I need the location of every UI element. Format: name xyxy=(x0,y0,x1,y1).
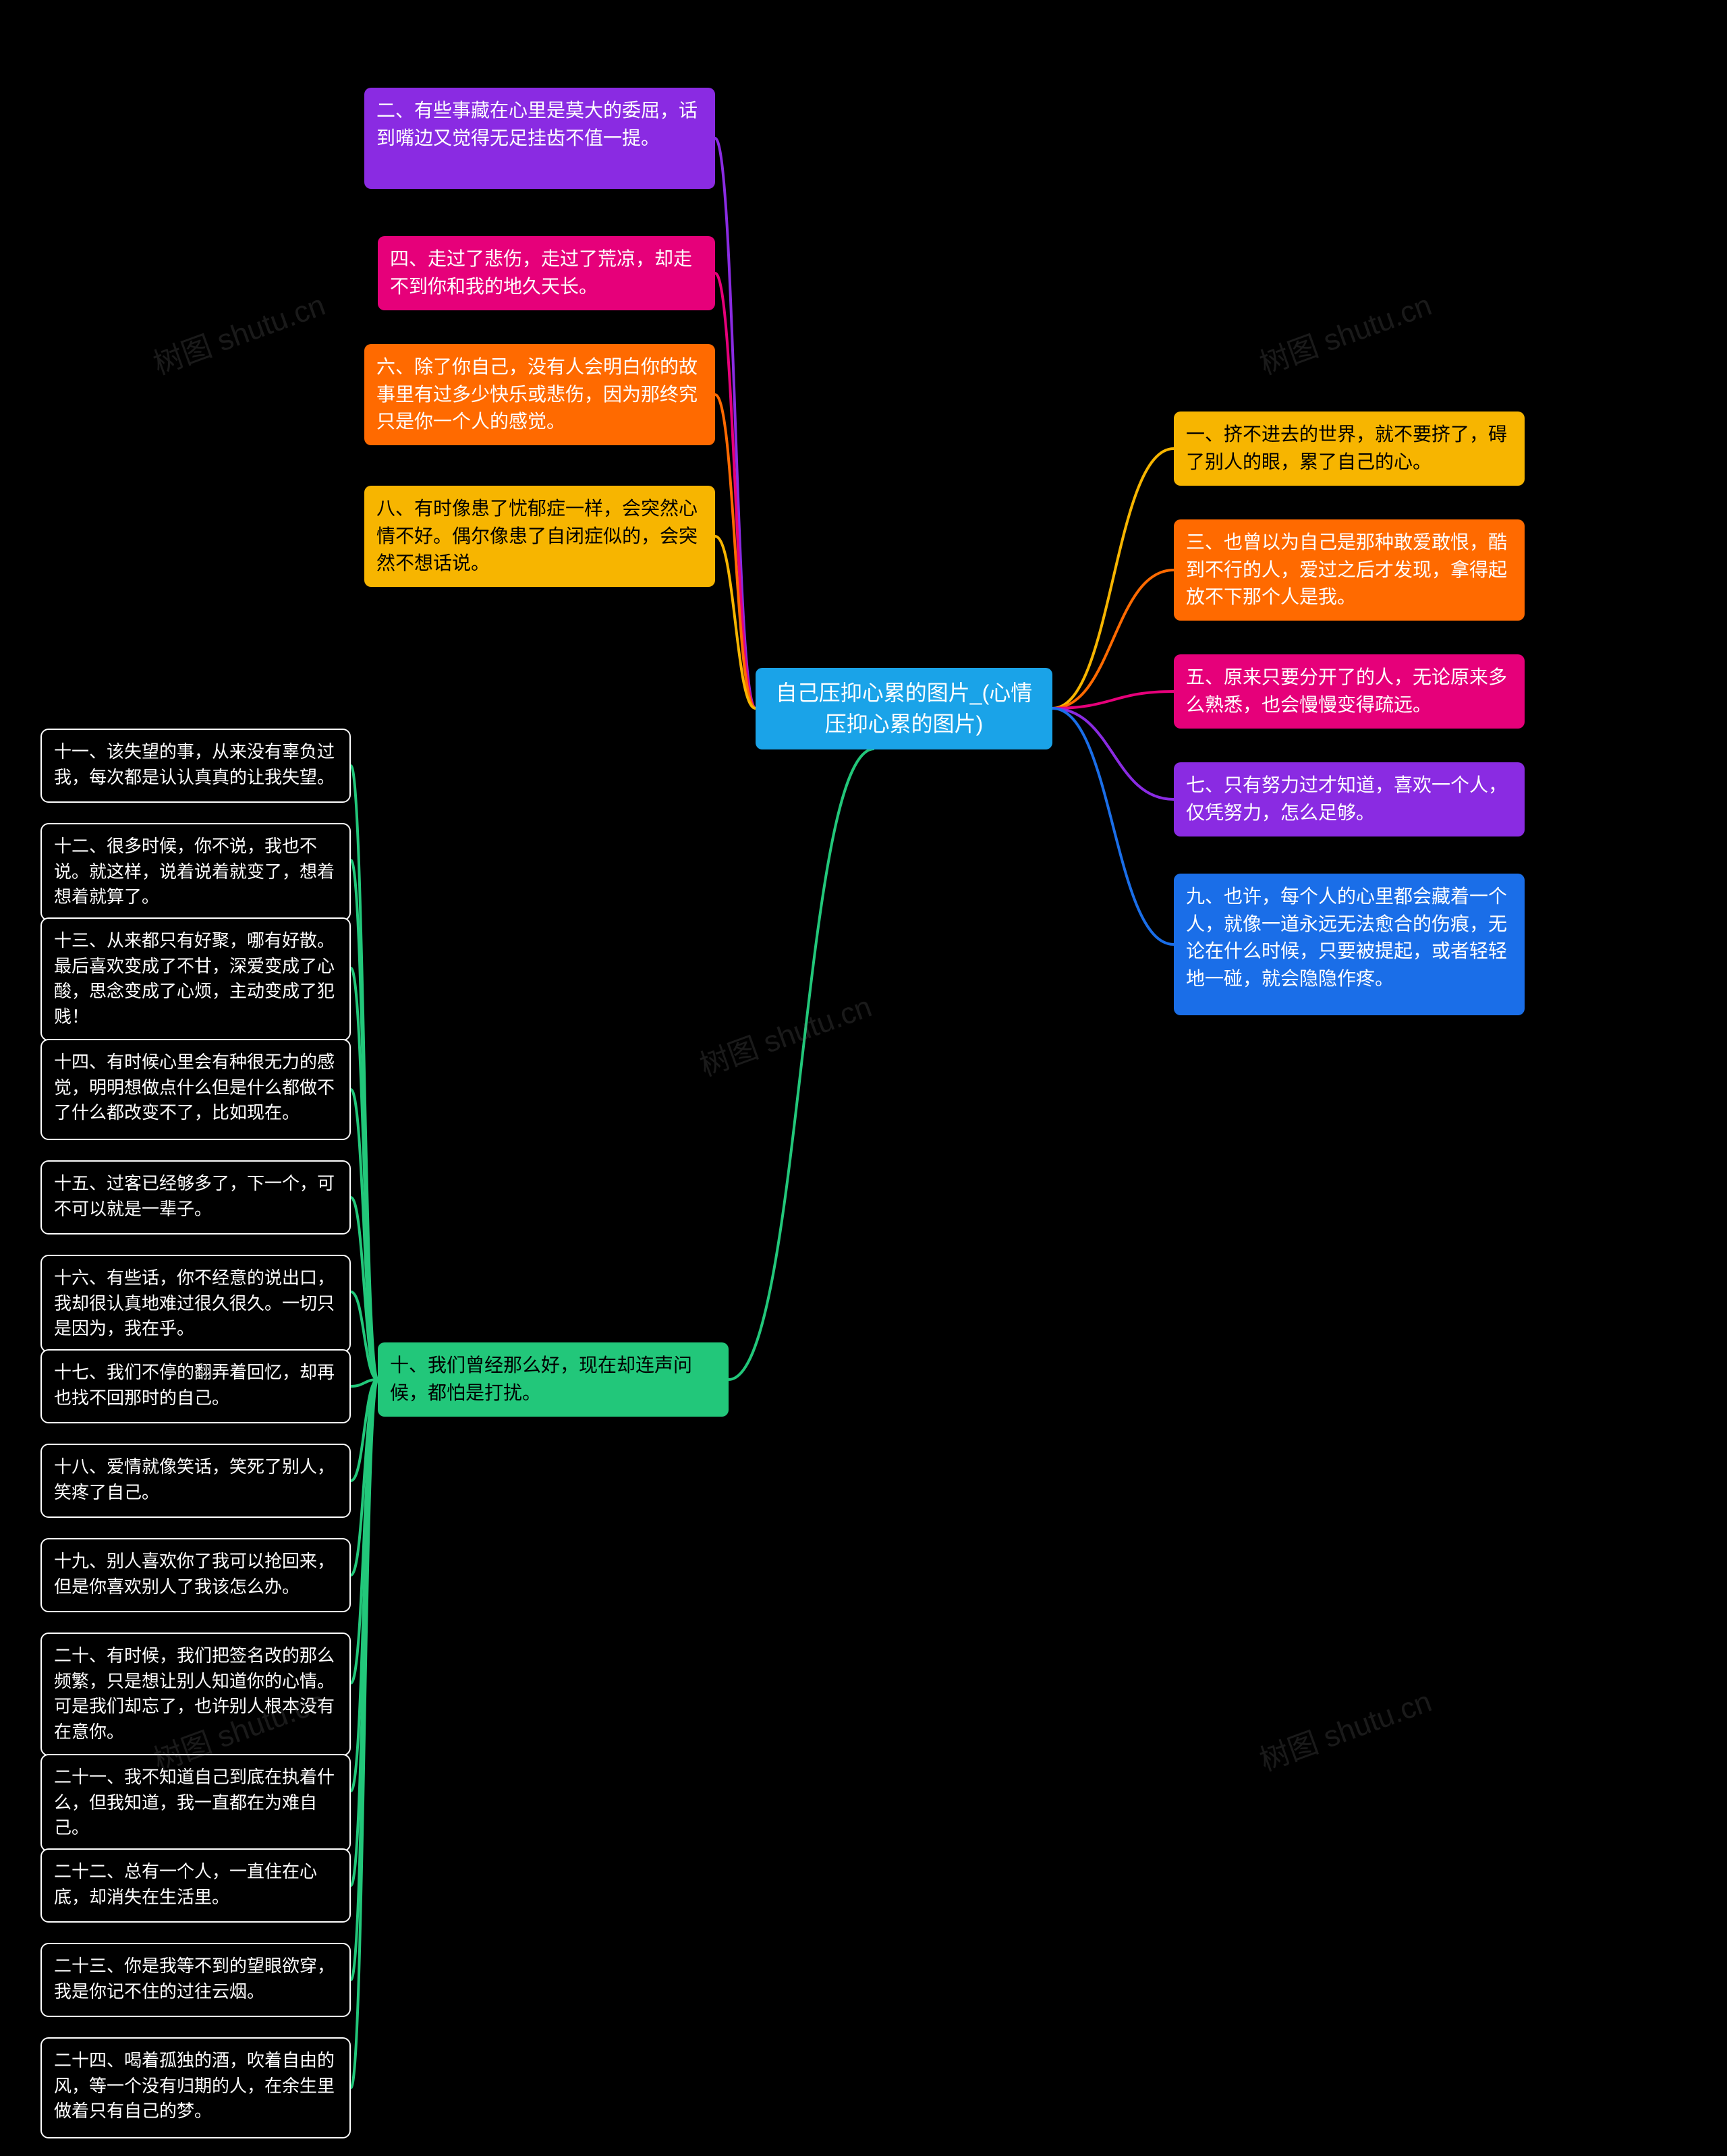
n23[interactable]: 二十三、你是我等不到的望眼欲穿，我是你记不住的过往云烟。 xyxy=(40,1943,351,2017)
n15[interactable]: 十五、过客已经够多了，下一个，可不可以就是一辈子。 xyxy=(40,1160,351,1235)
center[interactable]: 自己压抑心累的图片_(心情压抑心累的图片) xyxy=(756,668,1052,749)
n4[interactable]: 四、走过了悲伤，走过了荒凉，却走不到你和我的地久天长。 xyxy=(378,236,715,310)
n12[interactable]: 十二、很多时候，你不说，我也不说。就这样，说着说着就变了，想着想着就算了。 xyxy=(40,823,351,921)
n5[interactable]: 五、原来只要分开了的人，无论原来多么熟悉，也会慢慢变得疏远。 xyxy=(1174,654,1525,729)
n1[interactable]: 一、挤不进去的世界，就不要挤了，碍了别人的眼，累了自己的心。 xyxy=(1174,412,1525,486)
n19[interactable]: 十九、别人喜欢你了我可以抢回来，但是你喜欢别人了我该怎么办。 xyxy=(40,1538,351,1612)
watermark: 树图 shutu.cn xyxy=(146,281,330,382)
n11[interactable]: 十一、该失望的事，从来没有辜负过我，每次都是认认真真的让我失望。 xyxy=(40,729,351,803)
n10[interactable]: 十、我们曾经那么好，现在却连声问候，都怕是打扰。 xyxy=(378,1342,729,1417)
n16[interactable]: 十六、有些话，你不经意的说出口，我却很认真地难过很久很久。一切只是因为，我在乎。 xyxy=(40,1255,351,1353)
n2[interactable]: 二、有些事藏在心里是莫大的委屈，话到嘴边又觉得无足挂齿不值一提。 xyxy=(364,88,715,189)
watermark: 树图 shutu.cn xyxy=(1253,1677,1436,1779)
n6[interactable]: 六、除了你自己，没有人会明白你的故事里有过多少快乐或悲伤，因为那终究只是你一个人… xyxy=(364,344,715,445)
n9[interactable]: 九、也许，每个人的心里都会藏着一个人，就像一道永远无法愈合的伤痕，无论在什么时候… xyxy=(1174,874,1525,1015)
n7[interactable]: 七、只有努力过才知道，喜欢一个人，仅凭努力，怎么足够。 xyxy=(1174,762,1525,836)
n17[interactable]: 十七、我们不停的翻弄着回忆，却再也找不回那时的自己。 xyxy=(40,1349,351,1423)
watermark: 树图 shutu.cn xyxy=(693,982,876,1084)
n22[interactable]: 二十二、总有一个人，一直住在心底，却消失在生活里。 xyxy=(40,1848,351,1923)
n21[interactable]: 二十一、我不知道自己到底在执着什么，但我知道，我一直都在为难自己。 xyxy=(40,1754,351,1852)
n3[interactable]: 三、也曾以为自己是那种敢爱敢恨，酷到不行的人，爱过之后才发现，拿得起放不下那个人… xyxy=(1174,519,1525,621)
n14[interactable]: 十四、有时候心里会有种很无力的感觉，明明想做点什么但是什么都做不了什么都改变不了… xyxy=(40,1039,351,1140)
n13[interactable]: 十三、从来都只有好聚，哪有好散。最后喜欢变成了不甘，深爱变成了心酸，思念变成了心… xyxy=(40,917,351,1041)
watermark: 树图 shutu.cn xyxy=(1253,281,1436,382)
n18[interactable]: 十八、爱情就像笑话，笑死了别人，笑疼了自己。 xyxy=(40,1444,351,1518)
n8[interactable]: 八、有时像患了忧郁症一样，会突然心情不好。偶尔像患了自闭症似的，会突然不想话说。 xyxy=(364,486,715,587)
n20[interactable]: 二十、有时候，我们把签名改的那么频繁，只是想让别人知道你的心情。可是我们却忘了，… xyxy=(40,1633,351,1756)
n24[interactable]: 二十四、喝着孤独的酒，吹着自由的风，等一个没有归期的人，在余生里做着只有自己的梦… xyxy=(40,2037,351,2138)
